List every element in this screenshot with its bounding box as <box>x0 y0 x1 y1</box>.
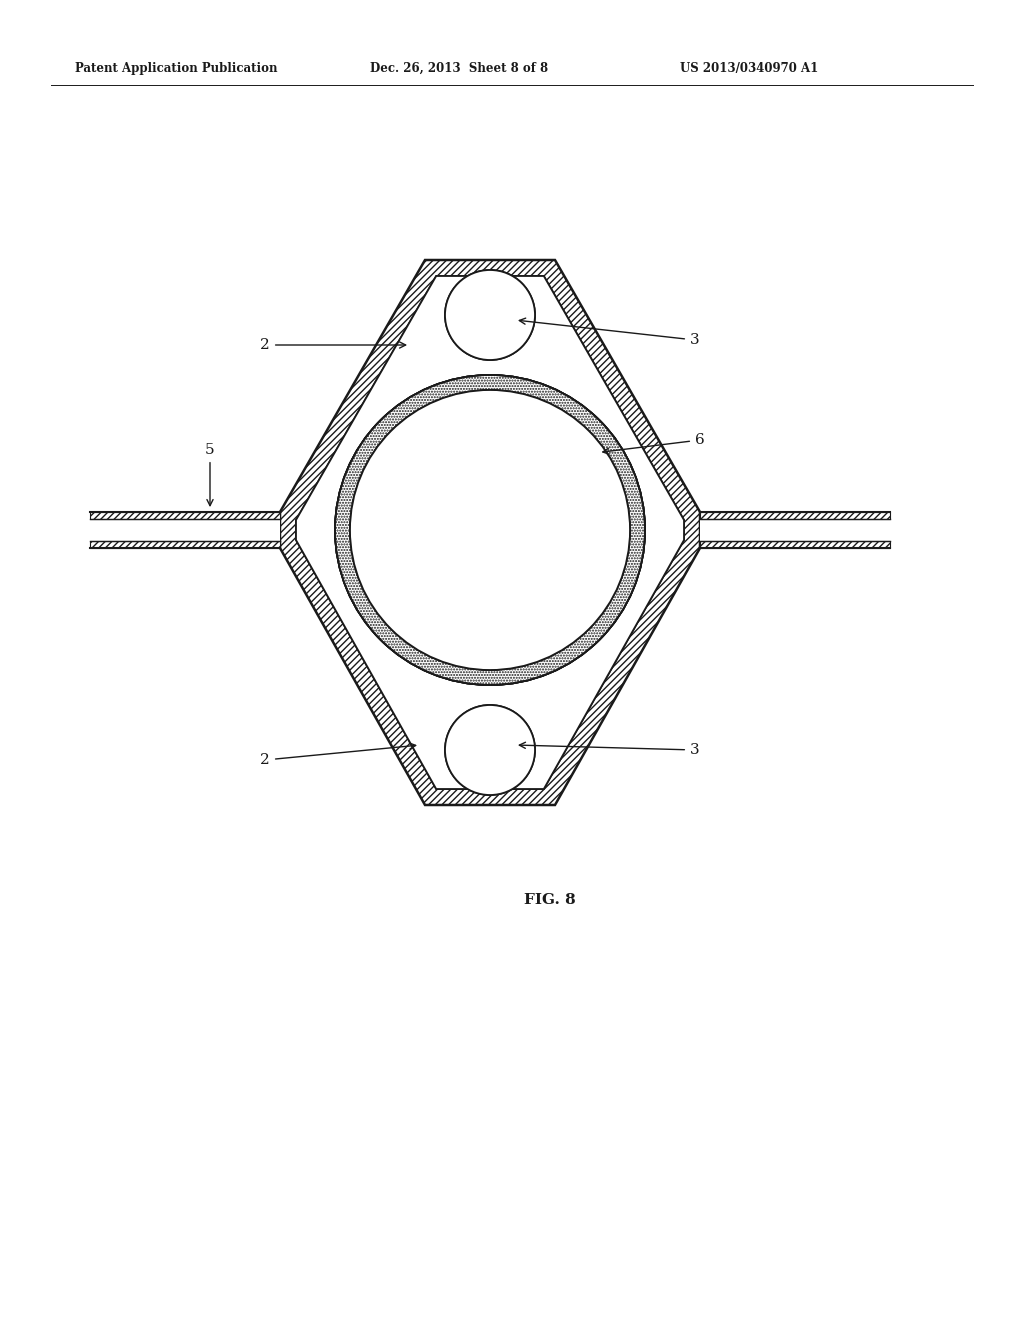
Circle shape <box>351 391 629 669</box>
Circle shape <box>445 271 535 360</box>
Circle shape <box>445 705 535 795</box>
Polygon shape <box>700 541 890 548</box>
Polygon shape <box>700 519 890 541</box>
Text: 2: 2 <box>260 743 416 767</box>
Polygon shape <box>90 541 280 548</box>
Polygon shape <box>296 276 684 789</box>
Polygon shape <box>90 519 280 541</box>
Polygon shape <box>296 276 684 789</box>
Text: Dec. 26, 2013  Sheet 8 of 8: Dec. 26, 2013 Sheet 8 of 8 <box>370 62 548 75</box>
Text: Patent Application Publication: Patent Application Publication <box>75 62 278 75</box>
Text: 3: 3 <box>519 742 699 756</box>
Text: 2: 2 <box>260 338 406 352</box>
Polygon shape <box>296 276 684 789</box>
Polygon shape <box>700 512 890 519</box>
Text: US 2013/0340970 A1: US 2013/0340970 A1 <box>680 62 818 75</box>
Text: 3: 3 <box>519 318 699 347</box>
Circle shape <box>445 705 535 795</box>
Text: FIG. 8: FIG. 8 <box>524 894 575 907</box>
Polygon shape <box>280 260 700 805</box>
Polygon shape <box>90 512 280 519</box>
Circle shape <box>350 389 630 671</box>
Text: 5: 5 <box>205 444 215 506</box>
Circle shape <box>445 271 535 360</box>
Text: 6: 6 <box>603 433 705 454</box>
